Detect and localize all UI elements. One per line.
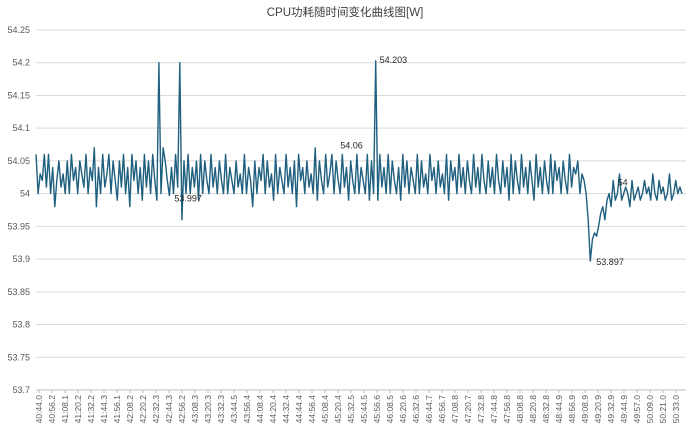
x-tick-label: 41:20.2 — [73, 395, 83, 424]
y-tick-label: 54.25 — [7, 25, 30, 35]
y-tick-label: 54.15 — [7, 90, 30, 100]
x-tick-label: 50:09.0 — [645, 395, 655, 424]
y-tick-label: 53.8 — [12, 320, 30, 330]
x-tick-label: 43:56.4 — [242, 395, 252, 424]
x-tick-label: 48:44.9 — [554, 395, 564, 424]
series-line — [35, 60, 683, 262]
x-tick-label: 46:08.5 — [385, 395, 395, 424]
series-layer — [35, 60, 683, 262]
x-tick-label: 48:32.8 — [541, 395, 551, 424]
x-tick-label: 49:57.0 — [632, 395, 642, 424]
x-tick-label: 44:08.4 — [255, 395, 265, 424]
y-tick-label: 53.75 — [7, 352, 30, 362]
x-tick-label: 40:44.0 — [34, 395, 44, 424]
x-tick-label: 44:20.4 — [268, 395, 278, 424]
x-tick-label: 40:56.2 — [47, 395, 57, 424]
y-tick-label: 54 — [20, 189, 30, 199]
y-tick-label: 53.7 — [12, 385, 30, 395]
x-tick-label: 47:08.8 — [450, 395, 460, 424]
y-tick-label: 53.95 — [7, 221, 30, 231]
x-tick-label: 43:20.3 — [203, 395, 213, 424]
y-tick-label: 54.2 — [12, 58, 30, 68]
x-tick-label: 49:08.9 — [580, 395, 590, 424]
x-tick-label: 47:44.8 — [489, 395, 499, 424]
data-label: 53.897 — [596, 257, 624, 267]
x-axis-ticks: 40:44.0 40:56.2 41:08.1 41:20.2 41:32.2 41:44… — [34, 390, 681, 423]
x-tick-label: 45:32.5 — [346, 395, 356, 424]
x-tick-label: 48:08.8 — [515, 395, 525, 424]
x-tick-label: 48:20.8 — [528, 395, 538, 424]
x-tick-label: 42:56.2 — [177, 395, 187, 424]
x-tick-label: 47:20.7 — [463, 395, 473, 424]
x-tick-label: 44:56.4 — [307, 395, 317, 424]
x-tick-label: 46:32.6 — [411, 395, 421, 424]
x-tick-label: 45:56.6 — [372, 395, 382, 424]
x-tick-label: 45:44.5 — [359, 395, 369, 424]
y-tick-label: 53.9 — [12, 254, 30, 264]
chart-title: CPU功耗随时间变化曲线图[W] — [267, 5, 424, 19]
y-tick-label: 54.1 — [12, 123, 30, 133]
x-tick-label: 42:32.3 — [151, 395, 161, 424]
x-tick-label: 43:32.3 — [216, 395, 226, 424]
x-tick-label: 44:32.4 — [281, 395, 291, 424]
x-tick-label: 50:33.0 — [671, 395, 681, 424]
x-tick-label: 43:44.5 — [229, 395, 239, 424]
x-tick-label: 49:44.9 — [619, 395, 629, 424]
data-label: 53.997 — [174, 194, 202, 204]
x-tick-label: 46:44.7 — [424, 395, 434, 424]
x-tick-label: 45:20.4 — [333, 395, 343, 424]
x-tick-label: 47:56.8 — [502, 395, 512, 424]
data-label: 54 — [618, 178, 628, 188]
x-tick-label: 49:32.9 — [606, 395, 616, 424]
y-tick-label: 53.85 — [7, 287, 30, 297]
x-tick-label: 42:44.3 — [164, 395, 174, 424]
x-tick-label: 49:20.9 — [593, 395, 603, 424]
x-tick-label: 47:32.8 — [476, 395, 486, 424]
x-tick-label: 41:44.3 — [99, 395, 109, 424]
x-tick-label: 44:44.4 — [294, 395, 304, 424]
x-tick-label: 43:08.3 — [190, 395, 200, 424]
x-tick-label: 41:56.1 — [112, 395, 122, 424]
data-label: 54.06 — [340, 140, 363, 150]
x-tick-label: 45:08.4 — [320, 395, 330, 424]
x-tick-label: 46:56.7 — [437, 395, 447, 424]
y-axis-ticks: 53.7 53.75 53.8 53.85 53.9 53.95 54 54.05 54.1 54… — [7, 25, 30, 395]
data-label: 54.203 — [380, 55, 408, 65]
x-tick-label: 42:20.2 — [138, 395, 148, 424]
x-tick-label: 48:56.9 — [567, 395, 577, 424]
x-tick-label: 46:20.6 — [398, 395, 408, 424]
annotations: 54.203 53.897 53.997 54.06 54 — [174, 55, 627, 267]
x-tick-label: 41:32.2 — [86, 395, 96, 424]
x-tick-label: 42:08.2 — [125, 395, 135, 424]
x-tick-label: 41:08.1 — [60, 395, 70, 424]
x-tick-label: 50:21.0 — [658, 395, 668, 424]
y-tick-label: 54.05 — [7, 156, 30, 166]
gridlines — [36, 29, 686, 391]
